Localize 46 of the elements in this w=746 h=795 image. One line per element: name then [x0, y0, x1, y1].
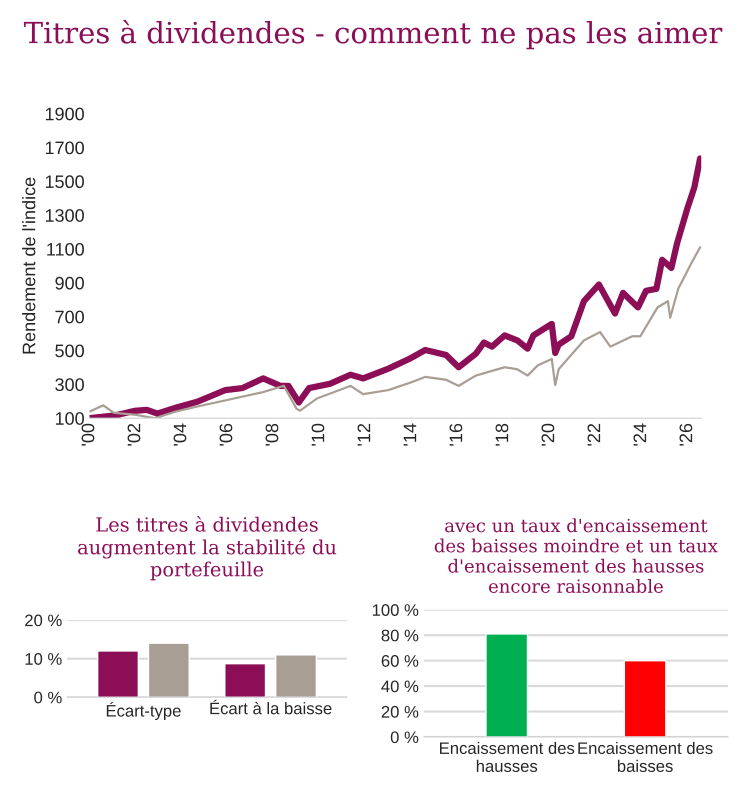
y-tick-label: 100 %	[372, 604, 418, 616]
x-tick-label: '00	[82, 424, 94, 446]
y-tick-label: 900	[55, 276, 84, 290]
bar	[148, 642, 190, 698]
y-tick-label: 0 %	[34, 692, 62, 704]
bar	[224, 662, 266, 698]
y-tick-label: 100	[56, 412, 84, 425]
x-tick-label: '12	[358, 424, 370, 446]
y-tick-label: 40 %	[381, 680, 418, 692]
y-tick-label: 10 %	[26, 653, 62, 665]
x-tick-label: '04	[174, 424, 186, 446]
y-tick-label: 1300	[46, 209, 84, 222]
y-tick-label: 80 %	[382, 630, 418, 642]
y-tick-label: 1500	[46, 175, 84, 188]
chart-title: Titres à dividendes - comment ne pas les aimer	[24, 20, 722, 50]
chart-title: avec un taux d'encaissement des baisses moindre et un taux d'encaissement des hausses encore raisonnable	[434, 518, 718, 593]
y-axis-title: Rendement de l'indice	[22, 178, 36, 354]
y-tick-label: 700	[55, 310, 84, 324]
y-tick-label: 1700	[46, 141, 84, 154]
y-tick-label: 20 %	[382, 706, 418, 718]
x-tick-label: '20	[542, 424, 554, 446]
x-tick-label: Écart-type	[106, 702, 181, 720]
bar	[274, 654, 318, 698]
x-tick-label: '08	[266, 424, 278, 446]
y-tick-label: 0 %	[390, 731, 418, 744]
y-tick-label: 500	[55, 344, 84, 358]
x-tick-label: '26	[680, 424, 692, 446]
chart-title: Les titres à dividendes augmentent la stabilité du portefeuille	[78, 516, 336, 580]
x-tick-label: Encaissement des hausses	[440, 742, 574, 772]
y-tick-label: 20 %	[25, 614, 62, 626]
x-tick-label: '18	[496, 424, 508, 446]
y-tick-label: 1100	[47, 242, 84, 256]
x-tick-label: '06	[220, 424, 232, 446]
x-tick-label: '02	[128, 424, 140, 446]
x-tick-label: '10	[312, 424, 324, 446]
line-series	[90, 246, 702, 418]
x-tick-label: Encaissement des baisses	[578, 742, 713, 772]
y-tick-label: 60 %	[382, 655, 418, 667]
y-tick-label: 300	[55, 378, 84, 392]
x-tick-label: Écart à la baisse	[210, 700, 332, 714]
y-tick-label: 1900	[46, 108, 84, 120]
x-tick-label: '14	[404, 424, 416, 446]
x-tick-label: '22	[588, 424, 600, 446]
x-tick-label: '16	[450, 424, 462, 446]
bar	[96, 650, 140, 698]
x-tick-label: '24	[634, 424, 646, 446]
